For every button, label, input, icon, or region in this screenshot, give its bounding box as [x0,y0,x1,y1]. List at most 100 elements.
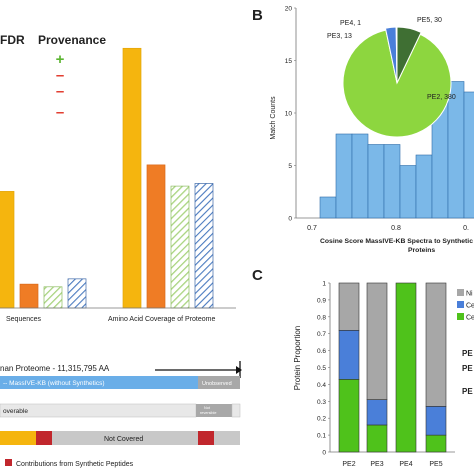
panelc-ytick-7: 0.7 [317,331,326,338]
bar-0-1 [19,283,39,309]
panelc-legend-label-2: Ce [466,315,474,322]
panelc-bar-3-0 [425,434,447,453]
legend-synthetic-swatch [5,459,12,466]
bar-1-2 [170,185,190,309]
pie-slice-3 [396,26,422,84]
pe-pie-chart [342,26,452,138]
panel-a-bars [0,47,214,309]
bar-0-0 [0,191,15,309]
hist-ytick-1: 5 [288,163,292,170]
provenance-mark-0: + [56,51,65,68]
panelc-y-ticks: 0 0.1 0.2 0.3 0.4 0.5 0.6 0.7 0.8 0.9 1 [317,281,330,457]
pie-slice-0 [342,29,452,138]
provenance-mark-2: – [56,83,64,100]
recoverable-tail-bar [231,403,241,418]
panelc-ytick-0: 0 [322,450,326,457]
panelc-xtick-2: PE4 [399,461,412,468]
hist-x-ticks: 0.7 0.8 0. [307,225,469,232]
legend-synthetic-label: Contributions from Synthetic Peptides [16,461,134,468]
panelc-legend: Ni Ce Ce [457,289,474,322]
panelc-bar-1-0 [366,424,388,453]
panelc-bar-0-0 [338,379,360,453]
not-reversible-label-1: Not [204,406,211,410]
proteome-title: nan Proteome - 11,315,795 AA [0,364,110,373]
unobserved-label: Unobserved [202,381,232,387]
hist-bar-0 [319,196,337,219]
massive-kb-label: -- MassIVE-KB (without Synthetics) [3,380,105,387]
hist-bar-2 [351,133,369,219]
pie-label-pe3: PE3, 13 [327,33,352,40]
category-label-coverage: Amino Acid Coverage of Proteome [108,316,215,323]
panelc-xtick-0: PE2 [342,461,355,468]
not-covered-tail-bar [214,431,240,445]
hist-bar-4 [383,144,401,219]
panelc-legend-label-0: Ni [466,291,473,298]
panelc-bar-3-1 [425,406,447,436]
unobserved-bar [198,376,240,389]
panelc-bar-2-0 [395,282,417,453]
panelc-legend-swatch-0 [457,289,464,296]
hist-bar-1 [335,133,353,219]
hist-xtick-2: 0. [463,225,469,232]
panelc-ylabel: Protein Proportion [293,326,302,390]
bar-1-1 [146,164,166,309]
hist-ytick-4: 20 [285,6,293,13]
hist-bars [319,81,474,219]
hist-xlabel-line2: Proteins [408,247,435,254]
hist-bar-3 [367,144,385,219]
hist-ytick-0: 0 [288,216,292,223]
panelc-ytick-5: 0.5 [317,365,326,372]
panelc-ytick-1: 0.1 [317,433,326,440]
not-reversible-bar [196,404,232,417]
category-label-sequences: Sequences [6,316,42,323]
synthetic-red-bar-1 [36,431,52,445]
proteome-arrowhead [236,366,242,374]
hist-xtick-1: 0.8 [391,225,401,232]
bar-1-3 [194,183,214,309]
panelc-side-label-1: PE [462,364,473,373]
panelc-legend-swatch-2 [457,313,464,320]
panelc-bar-0-2 [338,282,360,331]
hist-bar-9 [463,91,474,219]
panelc-ytick-8: 0.8 [317,314,326,321]
provenance-header: Provenance [38,33,106,47]
massive-kb-bar [0,376,198,389]
hist-ylabel: Match Counts [270,96,277,140]
panelc-ytick-9: 0.9 [317,297,326,304]
panelc-bar-3-2 [425,282,447,407]
not-covered-bar [52,431,198,445]
panelc-bar-1-2 [366,282,388,400]
hist-bar-6 [415,154,433,219]
panelc-ytick-4: 0.4 [317,382,326,389]
panelc-ytick-6: 0.6 [317,348,326,355]
panelc-legend-label-1: Ce [466,303,474,310]
not-covered-label: Not Covered [104,436,143,443]
provenance-mark-1: – [56,67,64,84]
recoverable-bar [0,403,197,418]
panelc-bar-1-1 [366,399,388,426]
provenance-mark-3: – [56,104,64,121]
panelc-legend-swatch-1 [457,301,464,308]
panelc-stacked-bars [338,282,447,453]
panelc-side-labels: PE PE PE [462,349,473,396]
synthetic-red-bar-2 [198,431,214,445]
pie-label-pe2: PE2, 380 [427,94,456,101]
hist-ytick-3: 15 [285,58,293,65]
fdr-header: FDR [0,33,25,47]
bar-0-3 [67,278,87,309]
panelc-bar-0-1 [338,330,360,380]
hist-bar-5 [399,165,417,219]
bar-1-0 [122,47,142,309]
covered-orange-bar [0,431,36,445]
panelc-ytick-2: 0.2 [317,416,326,423]
hist-y-ticks: 0 5 10 15 20 [285,6,296,223]
not-reversible-label-2: reversible [200,411,216,415]
hist-xlabel-line1: Cosine Score MassIVE-KB Spectra to Synth… [320,238,473,245]
panelc-side-label-2: PE [462,387,473,396]
hist-ytick-2: 10 [285,111,293,118]
panelc-ytick-3: 0.3 [317,399,326,406]
provenance-marks: +––– [56,51,65,121]
panelc-side-label-0: PE [462,349,473,358]
pie-label-pe5: PE5, 30 [417,17,442,24]
